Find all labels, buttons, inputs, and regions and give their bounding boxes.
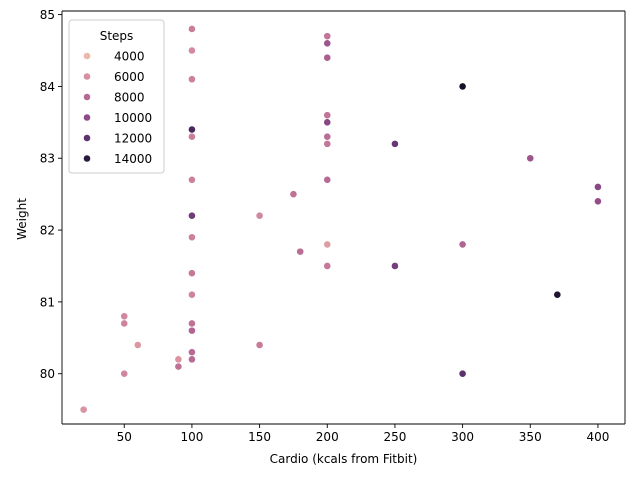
data-point <box>188 269 196 278</box>
data-point <box>188 319 196 328</box>
legend-label: 8000 <box>114 91 145 105</box>
data-point <box>174 355 183 364</box>
data-point <box>133 341 142 349</box>
data-point <box>323 32 332 41</box>
data-point <box>255 211 264 220</box>
data-point <box>458 369 467 378</box>
data-point <box>188 175 196 184</box>
data-point <box>594 197 602 206</box>
legend: Steps 4000 6000 8000 10000 12000 14000 <box>68 19 165 174</box>
legend-title: Steps <box>100 29 134 43</box>
legend-marker <box>83 93 91 101</box>
data-point <box>323 39 332 48</box>
data-point <box>255 341 264 349</box>
x-tick-label: 200 <box>316 430 339 444</box>
data-point <box>296 247 305 256</box>
y-tick-label: 82 <box>40 224 55 238</box>
legend-label: 4000 <box>114 50 145 64</box>
x-tick-label: 150 <box>248 430 271 444</box>
data-point <box>323 118 332 127</box>
data-point <box>323 132 332 141</box>
data-point <box>553 290 562 299</box>
x-tick-label: 350 <box>519 430 542 444</box>
y-tick-label: 85 <box>40 8 55 22</box>
data-point <box>323 111 332 120</box>
data-point <box>188 46 196 55</box>
y-tick-label: 84 <box>40 80 55 94</box>
data-point <box>188 211 196 220</box>
data-point <box>188 355 196 364</box>
data-point <box>188 75 196 84</box>
data-point <box>289 190 298 199</box>
data-point <box>188 233 196 242</box>
data-point <box>188 326 196 335</box>
data-point <box>323 53 332 62</box>
legend-label: 6000 <box>114 70 145 84</box>
data-point <box>458 82 467 91</box>
data-point <box>458 240 467 249</box>
data-point <box>120 319 129 328</box>
x-tick-label: 250 <box>383 430 406 444</box>
legend-label: 10000 <box>114 111 152 125</box>
data-point <box>594 183 602 191</box>
data-point <box>79 405 88 414</box>
data-point <box>323 240 332 249</box>
legend-marker <box>83 52 91 60</box>
x-tick-label: 50 <box>117 430 132 444</box>
x-axis-label: Cardio (kcals from Fitbit) <box>270 452 418 466</box>
y-tick-label: 80 <box>40 367 55 381</box>
legend-frame <box>68 19 165 174</box>
data-point <box>120 312 129 321</box>
y-axis-label: Weight <box>15 198 29 240</box>
legend-marker <box>83 72 91 81</box>
y-tick-label: 81 <box>40 295 55 309</box>
y-tick-label: 83 <box>40 152 55 166</box>
data-point <box>323 262 332 270</box>
data-point <box>188 25 196 33</box>
data-point <box>188 348 196 357</box>
data-point <box>188 290 196 299</box>
data-point <box>174 362 183 371</box>
data-point <box>188 132 196 141</box>
axes-layer: 50 100 150 200 250 300 350 400 80 81 82 83 84 85 <box>40 8 626 444</box>
data-point <box>323 139 332 148</box>
legend-marker <box>83 154 91 163</box>
data-point <box>391 139 399 148</box>
legend-marker <box>83 134 91 142</box>
legend-marker <box>83 113 91 122</box>
data-point <box>391 262 399 270</box>
legend-label: 12000 <box>114 132 152 146</box>
data-point <box>120 369 129 378</box>
data-point <box>188 125 196 134</box>
legend-label: 14000 <box>114 152 152 166</box>
x-tick-label: 300 <box>451 430 474 444</box>
points-layer <box>79 25 602 414</box>
data-point <box>323 175 332 184</box>
data-point <box>526 154 535 163</box>
x-tick-label: 100 <box>180 430 203 444</box>
x-tick-label: 400 <box>586 430 609 444</box>
